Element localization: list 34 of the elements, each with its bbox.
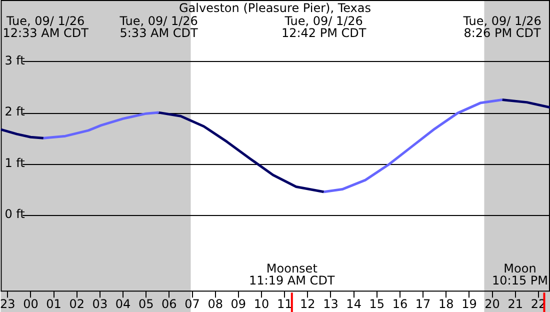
x-tick-label: 11 bbox=[276, 296, 292, 311]
chart-title: Galveston (Pleasure Pier), Texas bbox=[178, 1, 372, 16]
y-tick-label: 3 ft bbox=[4, 54, 26, 68]
x-tick-label: 14 bbox=[346, 296, 362, 311]
x-tick-label: 07 bbox=[184, 296, 200, 311]
ref-line-label: Moon 10:15 PM bbox=[492, 262, 548, 288]
x-tick-label: 12 bbox=[300, 296, 316, 311]
x-tick-label: 20 bbox=[484, 296, 500, 311]
x-tick-label: 15 bbox=[369, 296, 385, 311]
x-tick-label: 23 bbox=[0, 296, 16, 311]
x-tick-label: 09 bbox=[230, 296, 246, 311]
x-tick-label: 06 bbox=[162, 296, 177, 311]
x-tick-label: 17 bbox=[415, 296, 431, 311]
annotation: Tue, 09/ 1/26 12:42 PM CDT bbox=[281, 14, 367, 40]
x-tick-label: 04 bbox=[115, 296, 131, 311]
annotation: Tue, 09/ 1/26 5:33 AM CDT bbox=[118, 14, 199, 40]
x-tick-label: 18 bbox=[438, 296, 454, 311]
x-tick-label: 05 bbox=[138, 296, 154, 311]
y-tick-label: 0 ft bbox=[4, 206, 26, 221]
x-tick-label: 02 bbox=[69, 296, 85, 311]
y-tick-label: 2 ft bbox=[4, 104, 26, 119]
annotation: Tue, 09/ 1/26 8:26 PM CDT bbox=[462, 14, 542, 40]
x-tick-label: 13 bbox=[323, 296, 338, 311]
x-tick-label: 03 bbox=[92, 296, 108, 311]
x-tick-label: 00 bbox=[23, 296, 38, 311]
x-tick-label: 16 bbox=[392, 296, 408, 311]
ref-line-label: Moonset 11:19 AM CDT bbox=[249, 262, 336, 288]
x-tick-label: 10 bbox=[254, 296, 270, 311]
x-tick-label: 19 bbox=[462, 296, 477, 311]
x-tick-label: 08 bbox=[208, 296, 223, 311]
x-tick-label: 21 bbox=[508, 296, 524, 311]
y-tick-label: 1 ft bbox=[4, 156, 26, 170]
annotation: Tue, 09/ 1/26 12:33 AM CDT bbox=[2, 14, 90, 40]
x-tick-label: 01 bbox=[46, 296, 62, 311]
